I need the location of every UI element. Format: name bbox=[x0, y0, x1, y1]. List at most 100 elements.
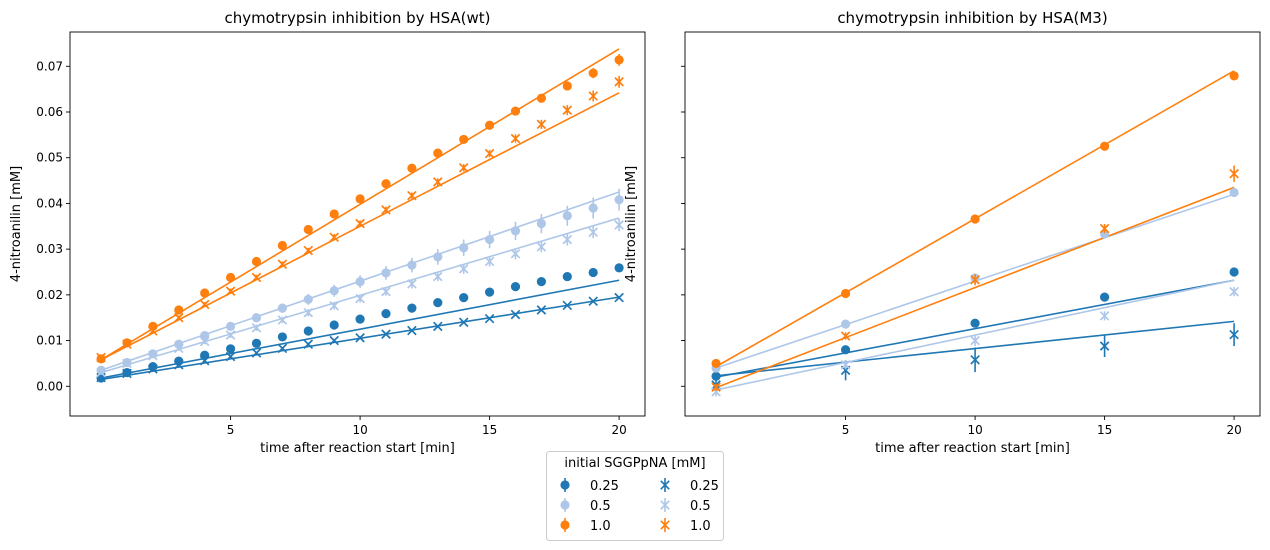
data-point bbox=[1099, 292, 1110, 302]
chart-panel-hsa-m3: 5 10 15 20 chymotrypsin inhibition by HSA(M3… bbox=[624, 9, 1261, 456]
data-point bbox=[536, 119, 547, 130]
data-point bbox=[536, 277, 546, 287]
data-point bbox=[840, 331, 851, 341]
data-point bbox=[355, 333, 365, 343]
legend-entry: 1.0 bbox=[560, 518, 611, 534]
data-point bbox=[303, 245, 314, 256]
data-point bbox=[484, 120, 495, 130]
data-point bbox=[329, 320, 339, 330]
fit-line-2 bbox=[100, 48, 620, 361]
data-point bbox=[277, 315, 288, 325]
data-point bbox=[407, 303, 417, 313]
data-point bbox=[510, 226, 521, 236]
data-point bbox=[303, 307, 314, 318]
series-3 bbox=[96, 292, 624, 383]
chart-panel-hsa-wt: 5 10 15 20 0.00 0.01 0.02 0.03 0.04 0.05 0.06 0.07 c… bbox=[9, 9, 646, 456]
data-point bbox=[458, 263, 469, 274]
legend-marker bbox=[660, 520, 670, 530]
data-point bbox=[562, 105, 573, 115]
data-point bbox=[355, 293, 365, 304]
data-point bbox=[459, 243, 469, 253]
data-point bbox=[173, 312, 184, 323]
data-point bbox=[536, 242, 547, 252]
data-point bbox=[251, 256, 262, 267]
legend-title: initial SGGPpNA [mM] bbox=[564, 456, 705, 471]
data-point bbox=[588, 91, 598, 101]
data-point bbox=[96, 352, 106, 363]
data-point bbox=[329, 301, 339, 311]
data-point bbox=[225, 286, 236, 297]
y-tick-label: 0.00 bbox=[36, 379, 63, 393]
data-point bbox=[329, 335, 339, 346]
x-tick-label: 15 bbox=[482, 423, 497, 437]
plot-frame bbox=[69, 31, 646, 417]
data-point bbox=[303, 224, 313, 235]
data-point bbox=[251, 322, 262, 333]
x-tick-label: 20 bbox=[1226, 423, 1241, 437]
data-point bbox=[458, 162, 469, 173]
data-point bbox=[970, 214, 980, 224]
legend-marker bbox=[660, 500, 670, 510]
y-tick-label: 0.03 bbox=[36, 242, 63, 256]
data-point bbox=[433, 298, 443, 308]
x-tick-label: 15 bbox=[1097, 423, 1112, 437]
x-tick-label: 5 bbox=[227, 423, 235, 437]
data-point bbox=[432, 271, 443, 282]
data-point bbox=[1229, 286, 1239, 297]
data-point bbox=[562, 271, 572, 282]
y-tick-label: 0.01 bbox=[36, 334, 63, 348]
chart-title: chymotrypsin inhibition by HSA(M3) bbox=[837, 9, 1107, 27]
data-point bbox=[562, 211, 572, 221]
data-point bbox=[1229, 168, 1239, 179]
legend-label: 0.25 bbox=[590, 479, 619, 494]
x-tick-label: 5 bbox=[842, 423, 850, 437]
data-point bbox=[174, 305, 184, 315]
data-point bbox=[277, 343, 288, 354]
data-point bbox=[277, 303, 287, 313]
series-1 bbox=[96, 188, 624, 375]
data-point bbox=[122, 358, 132, 369]
data-point bbox=[381, 268, 391, 278]
plot-frame bbox=[684, 31, 1261, 417]
legend-label: 1.0 bbox=[690, 519, 711, 534]
legend-label: 0.25 bbox=[690, 479, 719, 494]
data-point bbox=[148, 350, 158, 361]
data-point bbox=[225, 344, 236, 354]
data-point bbox=[122, 368, 132, 379]
x-tick-label: 20 bbox=[611, 423, 626, 437]
data-point bbox=[711, 358, 721, 369]
y-tick-label: 0.02 bbox=[36, 288, 63, 302]
legend-entry: 1.0 bbox=[660, 518, 711, 534]
x-tick-label: 10 bbox=[967, 423, 982, 437]
data-point bbox=[200, 330, 210, 341]
y-tick-label: 0.04 bbox=[36, 196, 63, 210]
data-point bbox=[614, 263, 624, 273]
data-point bbox=[381, 309, 391, 319]
legend-entry: 0.5 bbox=[560, 498, 611, 514]
data-point bbox=[355, 314, 365, 324]
data-point bbox=[459, 293, 469, 303]
data-point bbox=[970, 318, 980, 328]
x-axis-label: time after reaction start [min] bbox=[260, 441, 455, 456]
data-point bbox=[1099, 141, 1110, 151]
data-point bbox=[588, 296, 598, 307]
data-point bbox=[225, 351, 236, 362]
x-axis-label: time after reaction start [min] bbox=[875, 441, 1070, 456]
data-point bbox=[432, 321, 443, 332]
data-point bbox=[381, 205, 391, 215]
data-point bbox=[536, 93, 546, 103]
data-point bbox=[381, 179, 391, 189]
data-point bbox=[510, 248, 521, 259]
data-point bbox=[562, 81, 572, 91]
data-point bbox=[1229, 187, 1239, 198]
data-point bbox=[970, 354, 980, 365]
data-point bbox=[407, 190, 417, 201]
data-point bbox=[225, 330, 236, 340]
data-point bbox=[303, 339, 314, 350]
fit-line-5 bbox=[715, 186, 1235, 389]
data-point bbox=[510, 106, 521, 116]
y-axis-label: 4-nitroanilin [mM] bbox=[9, 166, 24, 282]
legend-entry: 0.25 bbox=[660, 478, 719, 494]
data-point bbox=[433, 148, 443, 158]
data-point bbox=[588, 68, 598, 78]
